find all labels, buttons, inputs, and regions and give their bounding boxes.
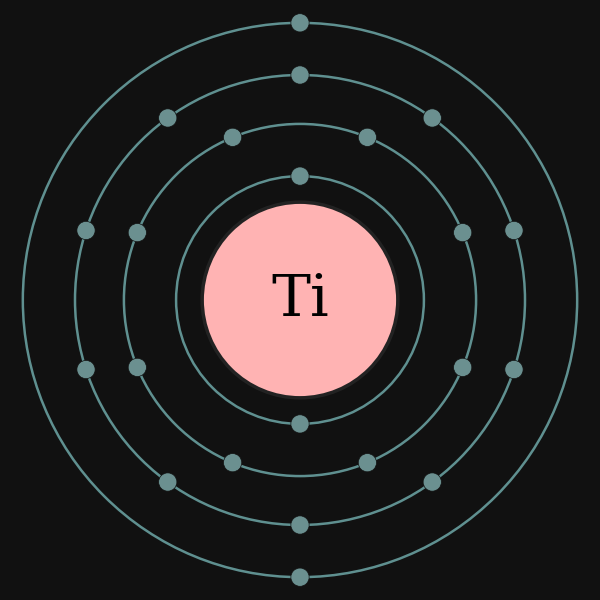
Circle shape: [202, 202, 398, 398]
Circle shape: [423, 473, 442, 491]
Text: Ti: Ti: [271, 272, 329, 328]
Circle shape: [291, 516, 309, 534]
Circle shape: [291, 14, 309, 32]
Circle shape: [77, 221, 95, 239]
Circle shape: [158, 473, 177, 491]
Circle shape: [423, 109, 442, 127]
Circle shape: [291, 66, 309, 84]
Circle shape: [158, 109, 177, 127]
Circle shape: [291, 568, 309, 586]
Circle shape: [358, 454, 377, 472]
Circle shape: [128, 223, 146, 242]
Circle shape: [358, 128, 377, 146]
Circle shape: [291, 415, 309, 433]
Circle shape: [505, 221, 523, 239]
Circle shape: [454, 358, 472, 377]
Circle shape: [77, 361, 95, 379]
Circle shape: [291, 167, 309, 185]
Circle shape: [223, 128, 242, 146]
Circle shape: [223, 454, 242, 472]
Circle shape: [505, 361, 523, 379]
Circle shape: [454, 223, 472, 242]
Circle shape: [128, 358, 146, 377]
